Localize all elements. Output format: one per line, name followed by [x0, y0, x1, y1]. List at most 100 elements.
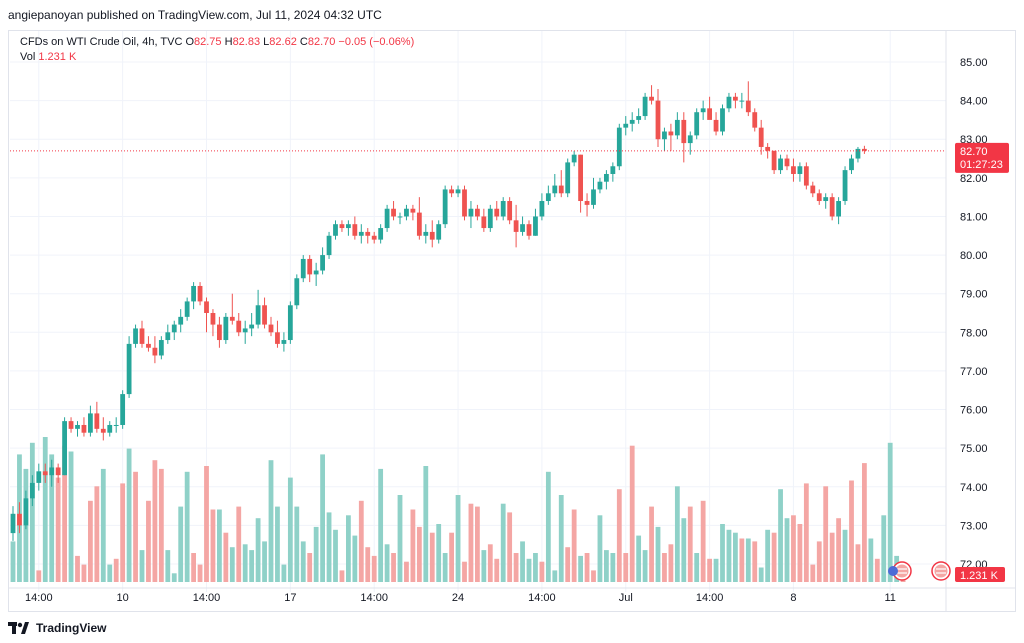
candle-body: [862, 148, 867, 151]
candle-body: [797, 166, 803, 174]
candle-body: [384, 208, 390, 229]
high-value: 82.83: [232, 36, 261, 48]
y-tick-label: 85.00: [960, 57, 988, 69]
volume-bar: [294, 506, 300, 582]
volume-bar: [42, 437, 48, 582]
candle-body: [758, 127, 764, 147]
tradingview-logo-icon: [8, 622, 29, 634]
volume-bar: [597, 515, 603, 582]
candle-body: [558, 185, 564, 194]
volume-bar: [758, 567, 764, 582]
volume-bar: [307, 553, 313, 582]
candle-body: [687, 135, 693, 144]
candle-body: [629, 119, 635, 124]
volume-bar: [823, 486, 829, 582]
volume-label[interactable]: Vol: [20, 51, 36, 63]
candle-body: [262, 305, 267, 325]
volume-bar: [36, 570, 42, 582]
volume-bar: [771, 532, 777, 582]
candle-body: [371, 235, 377, 240]
candle-body: [133, 328, 138, 344]
candle-body: [423, 231, 429, 236]
volume-bar: [578, 555, 583, 582]
volume-bar: [204, 466, 209, 582]
change-value: −0.05 (−0.06%): [338, 36, 415, 48]
volume-bar: [410, 509, 416, 582]
volume-bar: [494, 558, 500, 582]
candle-body: [204, 301, 209, 313]
ohlc-row: CFDs on WTI Crude Oil, 4h, TVC O82.75 H8…: [20, 35, 414, 50]
volume-bar: [849, 480, 854, 582]
candle-body: [158, 340, 164, 356]
candle-body: [346, 224, 351, 229]
candle-body: [513, 220, 519, 232]
candle-body: [649, 96, 654, 101]
volume-bar: [778, 489, 783, 582]
volume-bar: [442, 553, 448, 582]
price-tag-countdown: 01:27:23: [960, 159, 1003, 171]
volume-bar: [887, 442, 893, 582]
volume-bar: [133, 471, 138, 582]
symbol-label[interactable]: CFDs on WTI Crude Oil, 4h, TVC: [20, 36, 183, 48]
volume-bar: [191, 553, 196, 582]
candle-body: [326, 235, 332, 256]
close-label: C: [299, 36, 308, 48]
event-marker-icon: [888, 566, 898, 576]
volume-bar: [636, 535, 642, 582]
volume-bar: [49, 454, 55, 582]
volume-bar: [655, 526, 661, 582]
footer: TradingView: [8, 617, 106, 639]
candle-body: [700, 108, 706, 113]
candle-body: [68, 421, 74, 429]
candle-body: [578, 154, 583, 202]
volume-row: Vol 1.231 K: [20, 50, 414, 65]
x-tick-label: 24: [452, 592, 464, 604]
candle-body: [17, 513, 22, 526]
volume-bar: [126, 448, 132, 582]
volume-bar: [152, 460, 158, 582]
volume-bar: [739, 538, 745, 582]
volume-bar: [610, 553, 616, 582]
volume-bar: [862, 463, 867, 582]
event-flag-fill: [934, 564, 948, 578]
candle-body: [165, 332, 171, 341]
volume-bar: [591, 570, 596, 582]
candle-body: [88, 413, 93, 433]
candle-body: [210, 313, 216, 325]
tradingview-brand[interactable]: TradingView: [36, 621, 107, 635]
candle-body: [475, 208, 480, 217]
volume-bar: [687, 506, 693, 582]
volume-bar: [571, 509, 577, 582]
candle-body: [236, 320, 242, 333]
candle-body: [146, 343, 151, 348]
volume-bar: [694, 553, 700, 582]
x-tick-label: 10: [117, 592, 129, 604]
candlestick-chart[interactable]: 85.0084.0083.0082.0081.0080.0079.0078.00…: [0, 0, 1024, 612]
volume-bar: [707, 558, 712, 582]
volume-bar: [120, 483, 126, 582]
volume-bar: [391, 553, 396, 582]
volume-bar: [700, 500, 706, 582]
volume-bar: [526, 558, 532, 582]
volume-bar: [158, 468, 164, 582]
candle-body: [281, 340, 287, 344]
y-tick-label: 75.00: [960, 443, 988, 455]
chart-frame[interactable]: [8, 30, 1016, 612]
volume-bar: [429, 532, 435, 582]
candle-body: [545, 193, 551, 202]
volume-bar: [455, 495, 461, 582]
volume-bar: [100, 468, 106, 582]
candle-body: [287, 305, 293, 341]
volume-bar: [346, 515, 351, 582]
candle-body: [449, 189, 454, 194]
volume-bar: [171, 573, 177, 582]
candle-body: [197, 285, 203, 302]
volume-bar: [313, 526, 319, 582]
volume-bar: [604, 550, 609, 582]
candle-body: [100, 428, 106, 433]
volume-bar: [784, 518, 790, 582]
chart-legend: CFDs on WTI Crude Oil, 4h, TVC O82.75 H8…: [20, 35, 414, 65]
candle-body: [849, 158, 854, 171]
volume-bar: [146, 500, 151, 582]
volume-bar: [475, 506, 480, 582]
